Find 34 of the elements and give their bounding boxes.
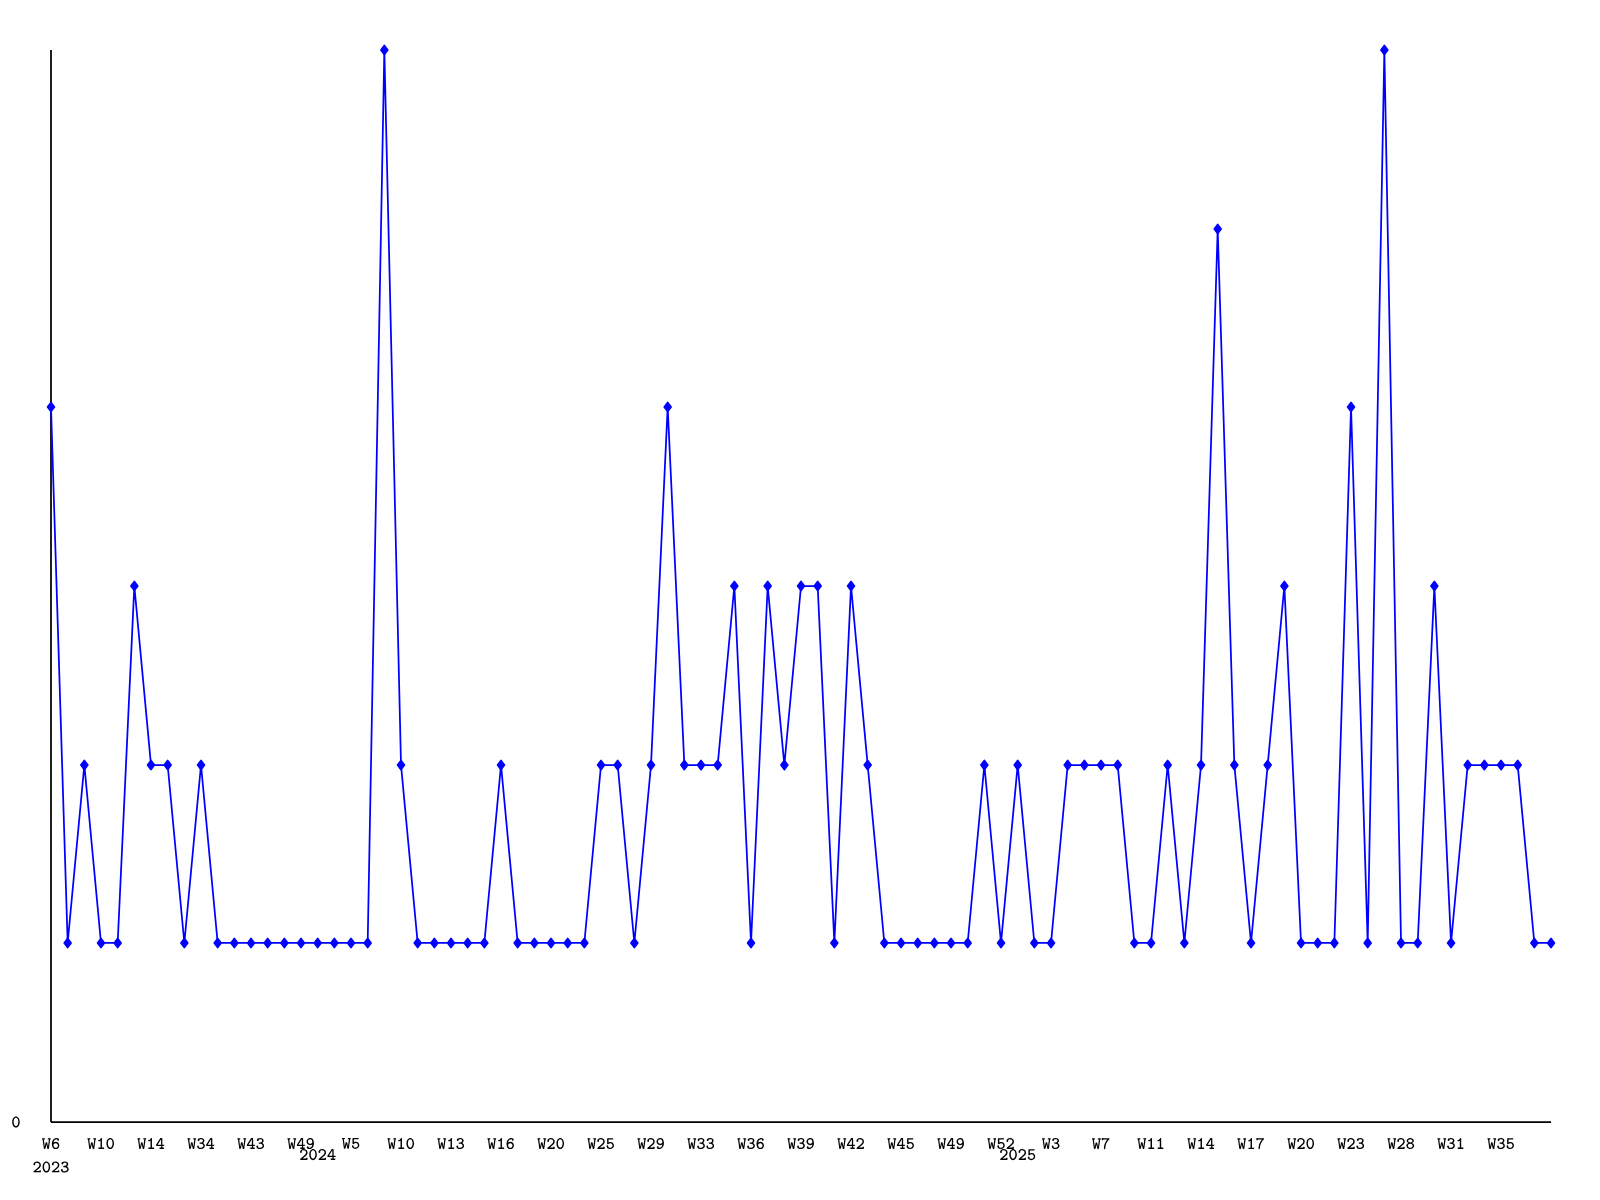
x-tick-label: W49	[937, 1137, 964, 1150]
x-tick-label: W28	[1387, 1137, 1415, 1150]
x-tick-label: W5	[341, 1137, 360, 1149]
x-tick-label: W10	[387, 1137, 414, 1150]
x-tick-label: W29	[637, 1137, 664, 1150]
text: 2023	[33, 1161, 69, 1173]
x-tick-label: 2024	[300, 1148, 336, 1161]
x-tick-label: W20	[1287, 1137, 1315, 1150]
x-tick-label: W10	[87, 1137, 114, 1150]
x-tick-label: W33	[687, 1137, 715, 1150]
text: 0	[12, 1116, 20, 1128]
x-tick-label: W16	[487, 1137, 514, 1150]
x-tick-label: W36	[737, 1137, 764, 1150]
x-tick-label: W11	[1137, 1137, 1164, 1150]
x-tick-label: W49	[287, 1137, 314, 1150]
x-tick-label: W45	[887, 1137, 914, 1150]
x-tick-label: W35	[1487, 1137, 1514, 1150]
x-tick-label: W52	[987, 1137, 1014, 1150]
x-tick-label: W20	[537, 1137, 564, 1150]
x-tick-label: W17	[1237, 1137, 1265, 1150]
x-tick-label: W25	[587, 1137, 614, 1150]
x-tick-label: W3	[1041, 1137, 1060, 1150]
x-tick-label: W7	[1091, 1137, 1110, 1150]
x-tick-label: W14	[137, 1137, 165, 1150]
x-tick-label: W42	[837, 1137, 864, 1150]
x-tick-label: W6	[41, 1137, 60, 1150]
x-tick-label: W23	[1337, 1137, 1365, 1150]
x-tick-label: W14	[1187, 1137, 1215, 1150]
x-tick-label: W39	[787, 1137, 814, 1150]
x-tick-label: W13	[437, 1137, 465, 1150]
x-tick-label: W34	[187, 1137, 215, 1150]
x-tick-label: 2025	[1000, 1149, 1036, 1161]
x-tick-label: W43	[237, 1137, 265, 1150]
x-tick-label: W31	[1437, 1137, 1464, 1150]
